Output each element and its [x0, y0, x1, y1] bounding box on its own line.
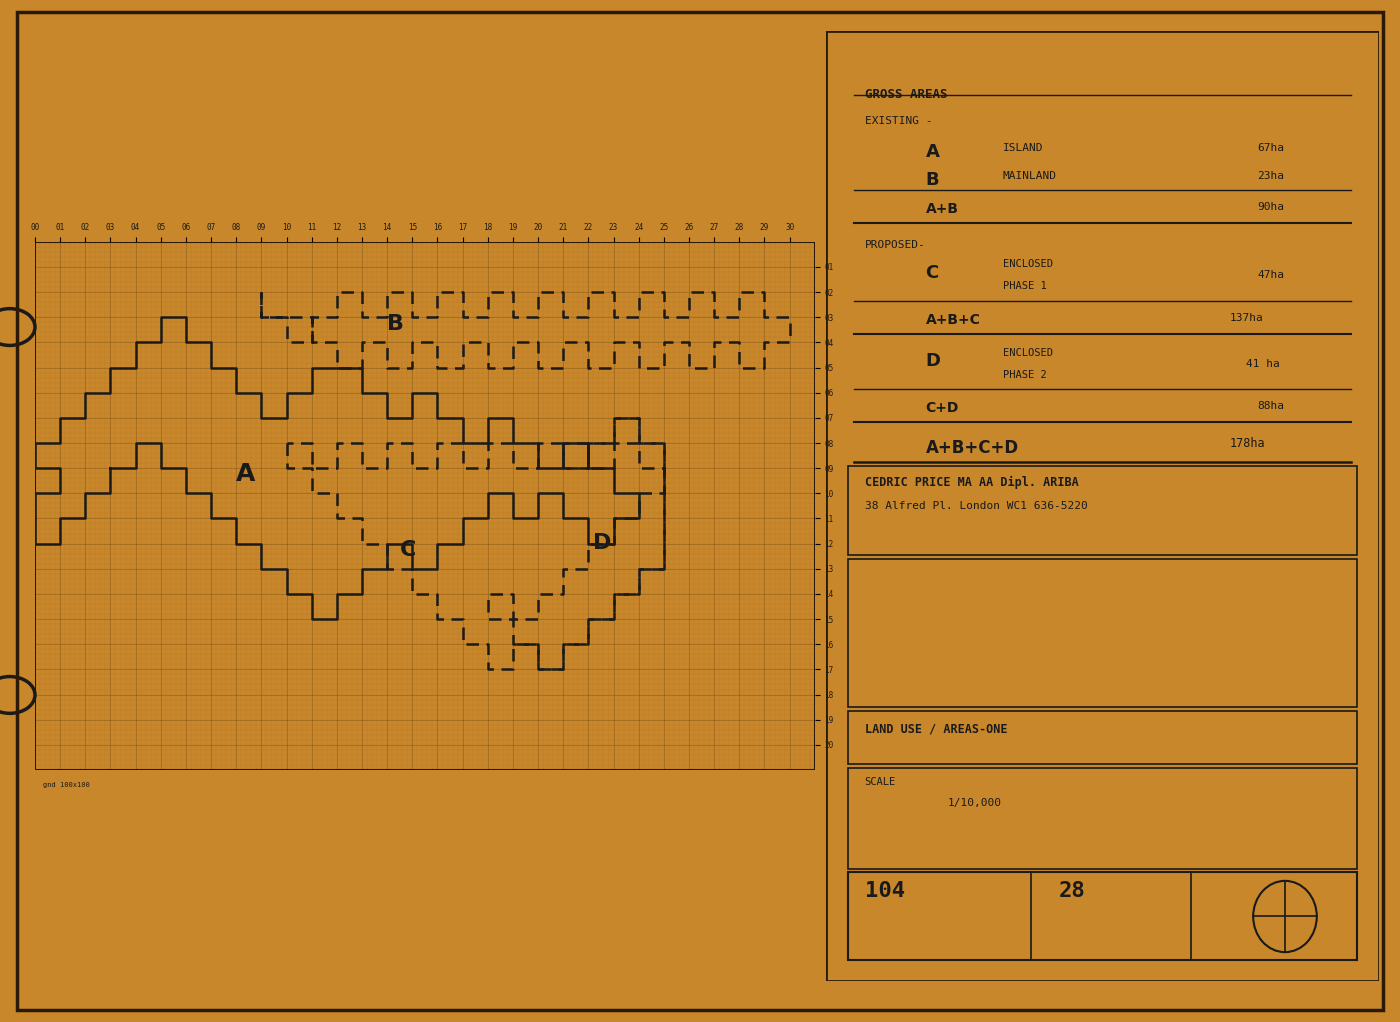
- Text: D: D: [925, 352, 941, 370]
- Text: B: B: [925, 172, 939, 189]
- Text: ENCLOSED: ENCLOSED: [1002, 259, 1053, 269]
- Text: 28: 28: [1058, 881, 1085, 901]
- Text: 38 Alfred Pl. London WC1 636-5220: 38 Alfred Pl. London WC1 636-5220: [865, 501, 1088, 511]
- Text: A: A: [925, 143, 939, 160]
- Text: MAINLAND: MAINLAND: [1002, 172, 1057, 181]
- Text: 137ha: 137ha: [1229, 313, 1263, 323]
- Text: 178ha: 178ha: [1229, 437, 1266, 451]
- Text: 1/10,000: 1/10,000: [948, 798, 1001, 807]
- Text: CEDRIC PRICE MA AA Dipl. ARIBA: CEDRIC PRICE MA AA Dipl. ARIBA: [865, 475, 1078, 489]
- Text: 47ha: 47ha: [1257, 270, 1284, 280]
- Text: gnd 100x100: gnd 100x100: [43, 782, 90, 788]
- Text: C: C: [400, 541, 416, 560]
- Text: GROSS AREAS: GROSS AREAS: [865, 88, 948, 101]
- Text: PHASE 1: PHASE 1: [1002, 281, 1047, 290]
- Text: A+B+C: A+B+C: [925, 313, 980, 327]
- Text: A: A: [237, 462, 256, 485]
- Text: A+B+C+D: A+B+C+D: [925, 439, 1019, 458]
- Text: 88ha: 88ha: [1257, 402, 1284, 411]
- Text: PROPOSED-: PROPOSED-: [865, 240, 925, 249]
- Text: 104: 104: [865, 881, 904, 901]
- Text: LAND USE / AREAS-ONE: LAND USE / AREAS-ONE: [865, 723, 1007, 736]
- Text: A+B: A+B: [925, 201, 959, 216]
- Text: ISLAND: ISLAND: [1002, 143, 1043, 153]
- Bar: [848, 466, 1357, 555]
- Text: D: D: [594, 532, 612, 553]
- Text: ENCLOSED: ENCLOSED: [1002, 349, 1053, 358]
- Text: PHASE 2: PHASE 2: [1002, 370, 1047, 380]
- Bar: [848, 559, 1357, 707]
- Text: 90ha: 90ha: [1257, 201, 1284, 212]
- Text: SCALE: SCALE: [865, 777, 896, 787]
- Text: B: B: [388, 314, 405, 334]
- Bar: [848, 769, 1357, 869]
- Text: 67ha: 67ha: [1257, 143, 1284, 153]
- Text: 23ha: 23ha: [1257, 172, 1284, 181]
- Text: 41 ha: 41 ha: [1246, 359, 1280, 369]
- Text: C: C: [925, 264, 939, 281]
- Text: EXISTING -: EXISTING -: [865, 117, 932, 126]
- Bar: [848, 711, 1357, 764]
- Text: C+D: C+D: [925, 402, 959, 415]
- Bar: [848, 872, 1357, 961]
